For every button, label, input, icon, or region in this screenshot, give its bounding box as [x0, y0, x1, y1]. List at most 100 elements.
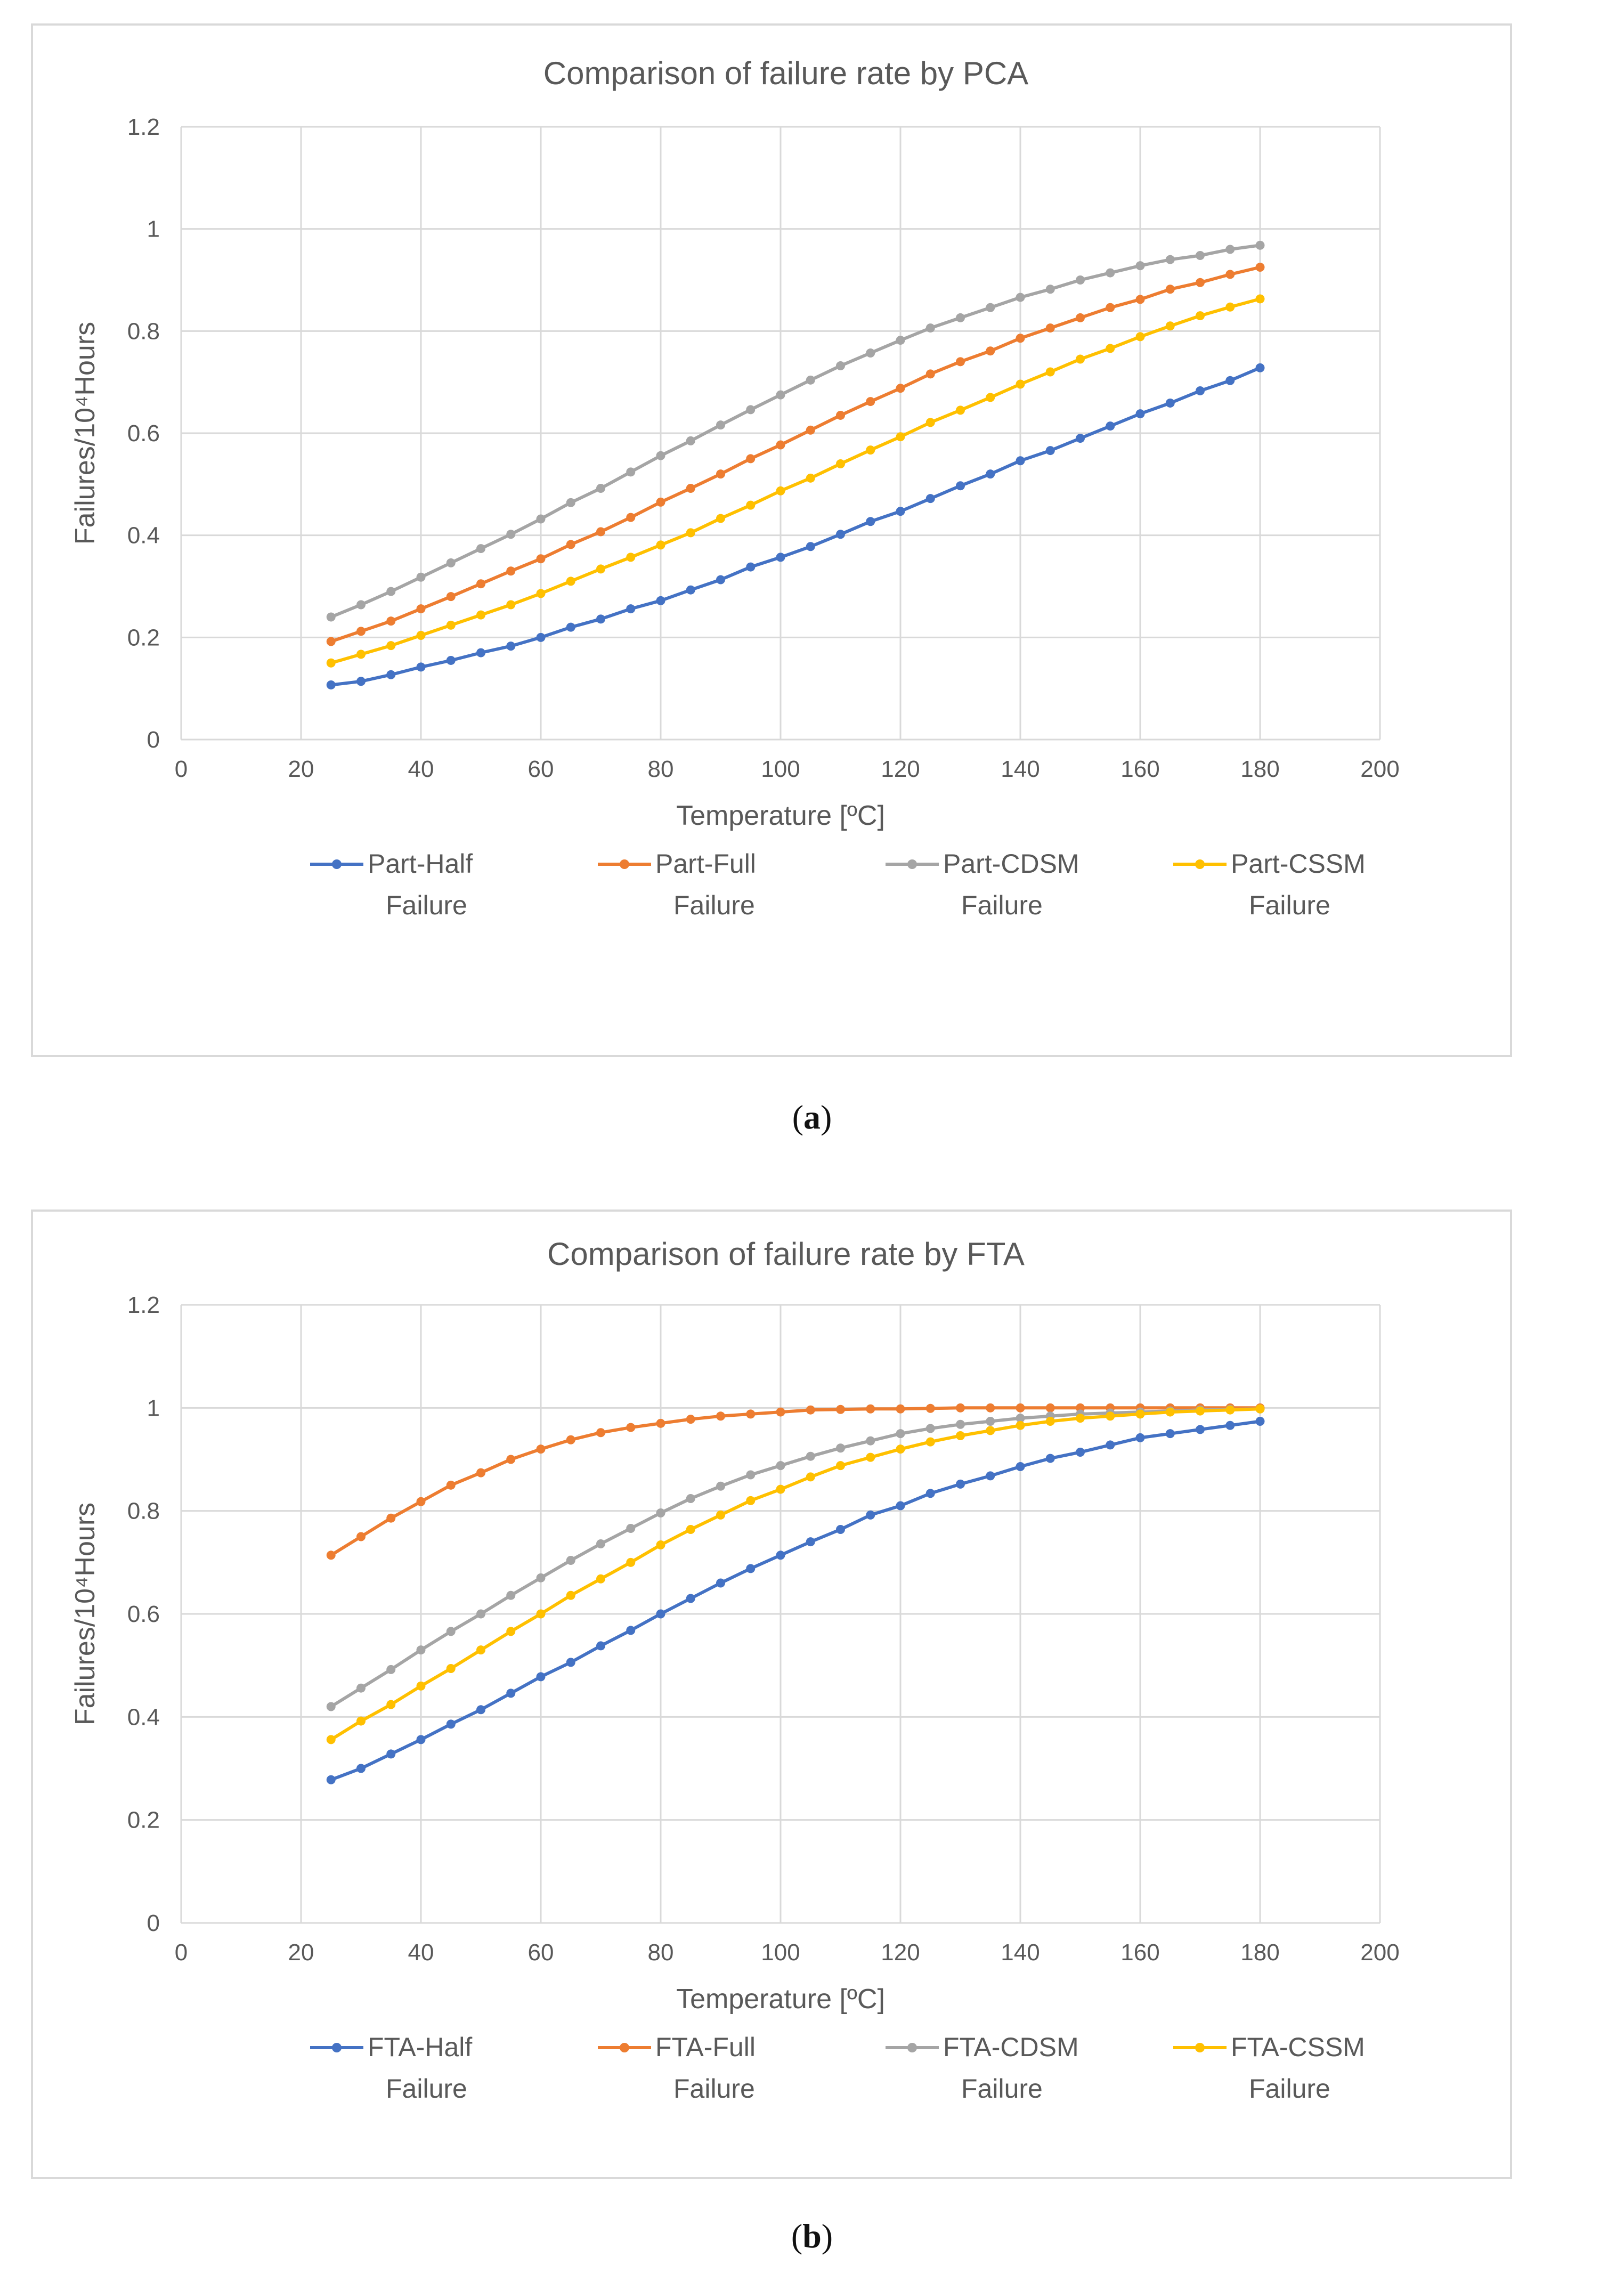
- data-point: [1135, 1433, 1145, 1442]
- data-point: [716, 1411, 725, 1421]
- x-tick-label: 60: [528, 1939, 554, 1966]
- data-point: [956, 1479, 965, 1489]
- x-tick-label: 120: [881, 756, 920, 782]
- data-point: [1225, 1405, 1235, 1415]
- data-point: [1016, 1462, 1025, 1472]
- data-point: [746, 562, 756, 572]
- data-point: [386, 616, 396, 626]
- data-point: [356, 1716, 366, 1726]
- data-point: [925, 369, 935, 379]
- data-point: [1255, 263, 1265, 272]
- x-tick-label: 100: [761, 1939, 800, 1966]
- data-point: [626, 467, 636, 477]
- data-point: [416, 1645, 426, 1655]
- data-point: [866, 445, 875, 455]
- data-point: [686, 1415, 695, 1424]
- data-point: [896, 1404, 905, 1414]
- legend-label: FTA-Full: [655, 2032, 756, 2062]
- data-point: [476, 1468, 485, 1478]
- data-point: [1255, 240, 1265, 250]
- x-tick-label: 180: [1240, 1939, 1279, 1966]
- data-point: [806, 1537, 815, 1547]
- data-point: [1225, 245, 1235, 254]
- y-tick-label: 1: [147, 1395, 160, 1421]
- data-point: [686, 1594, 695, 1603]
- data-point: [686, 1524, 695, 1534]
- data-point: [416, 572, 426, 582]
- series-line: [329, 366, 1262, 687]
- data-point: [1196, 311, 1205, 321]
- x-tick-label: 160: [1120, 1939, 1159, 1966]
- data-point: [1106, 421, 1115, 431]
- data-point: [686, 1493, 695, 1503]
- data-point: [1016, 379, 1025, 389]
- data-point: [956, 405, 965, 415]
- data-point: [416, 631, 426, 640]
- data-point: [776, 486, 785, 496]
- data-point: [716, 575, 725, 585]
- legend-swatch-marker: [907, 859, 917, 869]
- data-point: [656, 596, 665, 605]
- data-point: [1045, 367, 1055, 377]
- data-point: [1196, 386, 1205, 395]
- legend-label: Failure: [961, 890, 1043, 920]
- data-point: [1076, 275, 1085, 285]
- data-point: [626, 1626, 636, 1635]
- data-point: [925, 323, 935, 333]
- data-point: [776, 1461, 785, 1471]
- data-point: [925, 418, 935, 427]
- caption-a: (a): [792, 1098, 832, 1136]
- data-point: [596, 484, 605, 493]
- caption-b: (b): [791, 2217, 833, 2255]
- x-axis-title: Temperature [ºC]: [676, 1984, 885, 2015]
- data-point: [1135, 295, 1145, 304]
- data-point: [1106, 1440, 1115, 1450]
- data-point: [1106, 1411, 1115, 1421]
- x-axis-title: Temperature [ºC]: [676, 800, 885, 831]
- legend-label: Part-CDSM: [943, 849, 1079, 879]
- caption-a-letter: a: [803, 1098, 821, 1136]
- caption-b-letter: b: [802, 2217, 822, 2255]
- data-point: [776, 390, 785, 400]
- y-tick-label: 1.2: [127, 114, 160, 140]
- data-point: [776, 1551, 785, 1560]
- data-point: [836, 1405, 845, 1414]
- data-point: [596, 1574, 605, 1584]
- data-point: [386, 1700, 396, 1709]
- data-point: [656, 451, 665, 460]
- data-point: [506, 1689, 516, 1698]
- data-point: [506, 566, 516, 576]
- legend-label: FTA-CSSM: [1231, 2032, 1365, 2062]
- y-tick-label: 0.2: [127, 1807, 160, 1833]
- series-line: [329, 1406, 1262, 1557]
- data-point: [1225, 1421, 1235, 1430]
- series-line: [329, 1419, 1262, 1782]
- data-point: [1016, 456, 1025, 466]
- data-point: [566, 1435, 575, 1444]
- data-point: [686, 484, 695, 493]
- data-point: [686, 528, 695, 538]
- data-point: [446, 592, 456, 602]
- legend-swatch-marker: [332, 2043, 342, 2052]
- data-point: [476, 544, 485, 554]
- data-point: [866, 1452, 875, 1462]
- data-point: [656, 1609, 665, 1619]
- legend-label: Failure: [1249, 2074, 1330, 2104]
- data-point: [446, 1663, 456, 1673]
- chart-panel-a: Comparison of failure rate by PCA 0 0.2 0.4…: [31, 23, 1512, 1057]
- data-point: [746, 454, 756, 464]
- data-point: [326, 680, 336, 689]
- data-point: [1196, 1425, 1205, 1434]
- y-tick-label: 0.4: [127, 523, 160, 549]
- data-point: [986, 303, 995, 312]
- data-point: [1106, 268, 1115, 278]
- series-line: [329, 297, 1262, 665]
- x-tick-label: 200: [1360, 1939, 1399, 1966]
- data-point: [596, 1428, 605, 1438]
- data-point: [1076, 354, 1085, 364]
- legend-swatch-marker: [907, 2043, 917, 2052]
- y-tick-label: 1: [147, 216, 160, 242]
- data-point: [925, 1403, 935, 1413]
- data-point: [506, 1590, 516, 1600]
- data-point: [925, 1489, 935, 1498]
